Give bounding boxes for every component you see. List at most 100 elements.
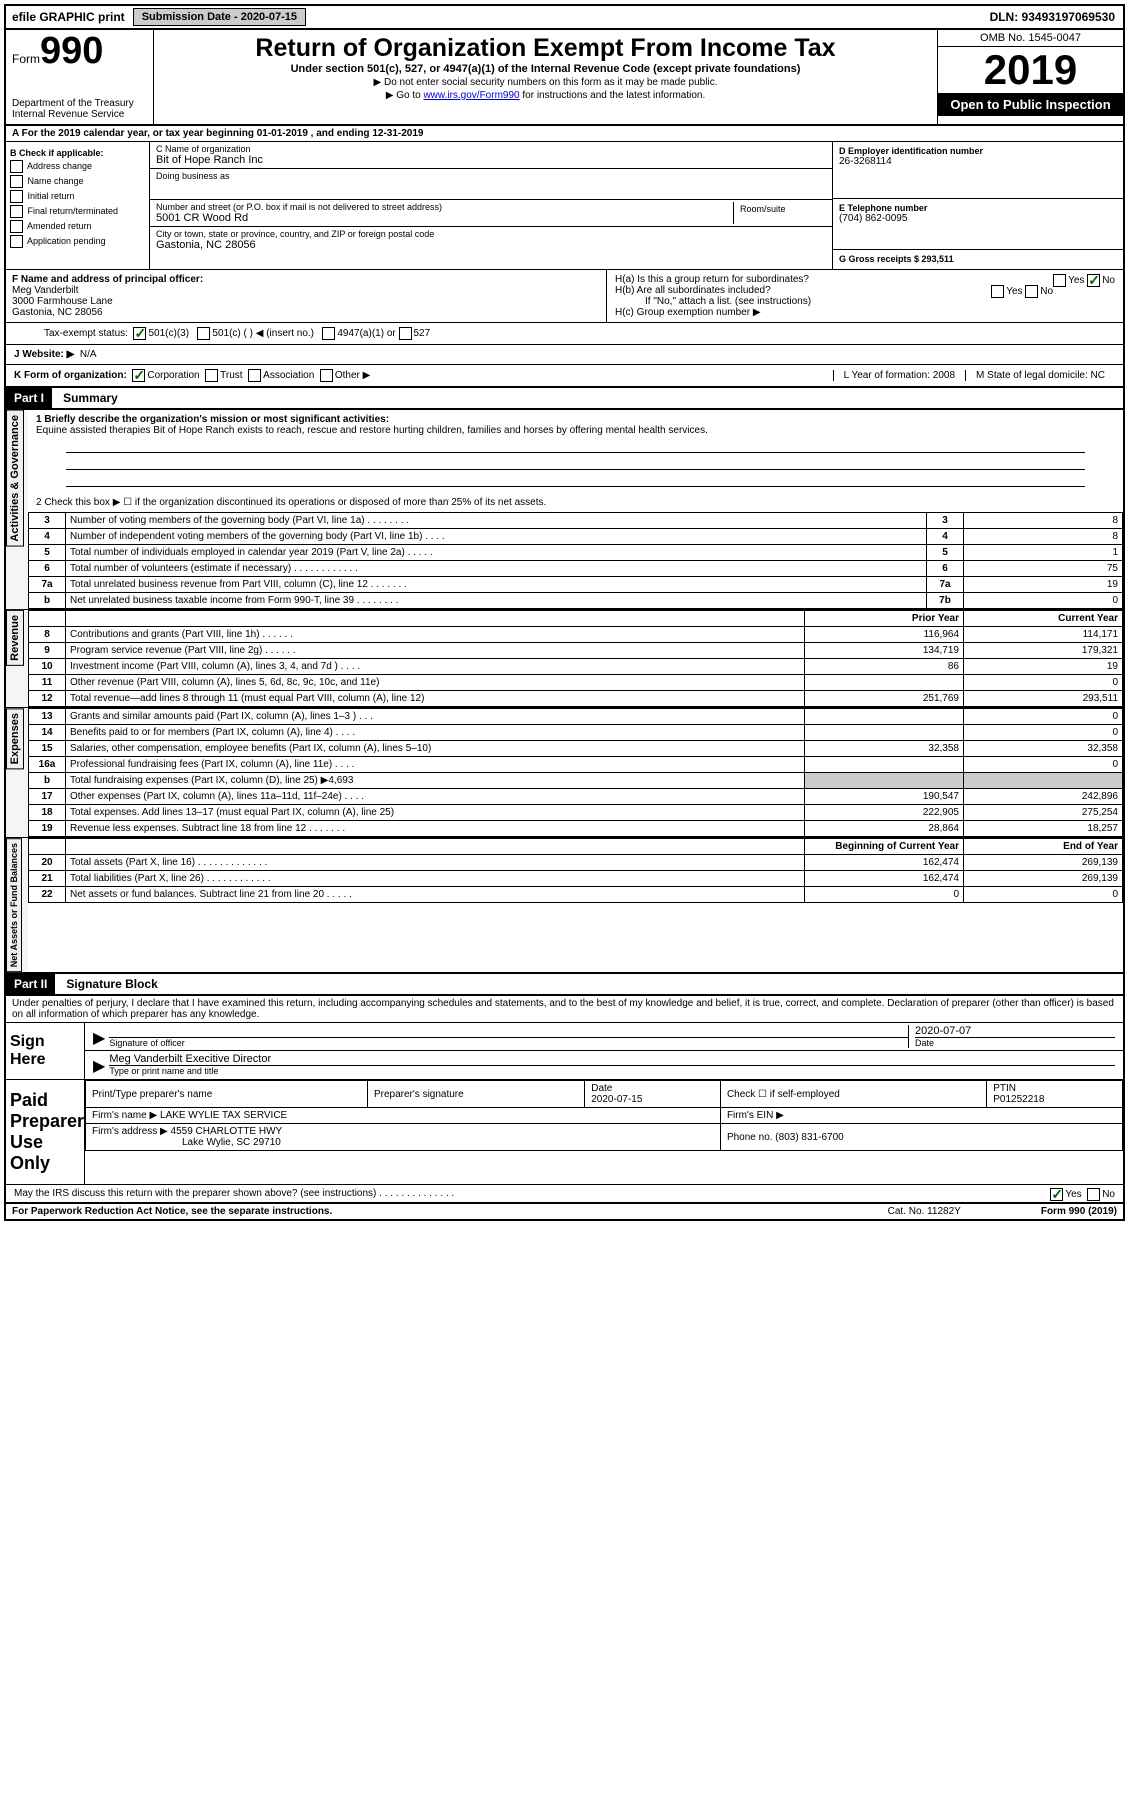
omb-number: OMB No. 1545-0047	[938, 30, 1123, 47]
checkbox-icon[interactable]	[10, 235, 23, 248]
q1-label: 1 Briefly describe the organization's mi…	[36, 414, 389, 425]
sig-officer-line: ▶ Signature of officer 2020-07-07Date	[85, 1023, 1123, 1051]
checkbox-icon[interactable]	[1025, 285, 1038, 298]
h-block: H(a) Is this a group return for subordin…	[606, 270, 1123, 322]
checkbox-icon[interactable]	[322, 327, 335, 340]
gross-label: G Gross receipts $ 293,511	[839, 254, 954, 264]
q2-text: 2 Check this box ▶ ☐ if the organization…	[28, 493, 1123, 512]
officer-name: Meg Vanderbilt	[12, 285, 600, 296]
checkbox-icon[interactable]	[248, 369, 261, 382]
k-label: K Form of organization:	[14, 370, 127, 381]
dept-irs: Internal Revenue Service	[12, 109, 147, 120]
sign-here-row: Sign Here ▶ Signature of officer 2020-07…	[6, 1022, 1123, 1079]
line-21: 21Total liabilities (Part X, line 26) . …	[29, 871, 1123, 887]
note-link: ▶ Go to www.irs.gov/Form990 for instruct…	[162, 90, 929, 101]
prep-row-3: Firm's address ▶ 4559 CHARLOTTE HWYLake …	[86, 1124, 1123, 1151]
line-22: 22Net assets or fund balances. Subtract …	[29, 887, 1123, 903]
form-header: Form990 Department of the Treasury Inter…	[6, 30, 1123, 126]
city-row: City or town, state or province, country…	[150, 227, 832, 253]
f-label: F Name and address of principal officer:	[12, 274, 600, 285]
city-value: Gastonia, NC 28056	[156, 239, 826, 251]
ein-row: D Employer identification number 26-3268…	[833, 142, 1123, 199]
name-title-line: ▶ Meg Vanderbilt Execitive DirectorType …	[85, 1051, 1123, 1078]
top-toolbar: efile GRAPHIC print Submission Date - 20…	[6, 6, 1123, 30]
line-3: 3Number of voting members of the governi…	[29, 513, 1123, 529]
section-activities: Activities & Governance 1 Briefly descri…	[6, 410, 1123, 610]
vlabel-activities: Activities & Governance	[6, 410, 24, 547]
ein-value: 26-3268114	[839, 156, 1117, 167]
checkbox-icon[interactable]	[1087, 1188, 1100, 1201]
officer-addr2: Gastonia, NC 28056	[12, 307, 600, 318]
date-label: Date	[915, 1037, 1115, 1048]
line-9: 9Program service revenue (Part VIII, lin…	[29, 643, 1123, 659]
checkbox-icon[interactable]	[10, 205, 23, 218]
checkbox-icon[interactable]	[10, 160, 23, 173]
year-header: Prior YearCurrent Year	[29, 611, 1123, 627]
underline	[66, 455, 1085, 470]
part2-header: Part II Signature Block	[6, 974, 1123, 996]
prep-ptin: PTINP01252218	[987, 1081, 1123, 1108]
arrow-icon: ▶	[93, 1056, 105, 1076]
opt-final: Final return/terminated	[10, 205, 145, 218]
org-name-row: C Name of organization Bit of Hope Ranch…	[150, 142, 832, 169]
checkbox-icon[interactable]	[132, 369, 145, 382]
form-number: 990	[40, 30, 103, 72]
m-state: M State of legal domicile: NC	[965, 370, 1115, 381]
checkbox-icon[interactable]	[1050, 1188, 1063, 1201]
officer-block: F Name and address of principal officer:…	[6, 270, 606, 322]
checkbox-icon[interactable]	[10, 175, 23, 188]
q1-block: 1 Briefly describe the organization's mi…	[28, 410, 1123, 493]
summary-table-top: 3Number of voting members of the governi…	[28, 512, 1123, 609]
phone-cell: Phone no. (803) 831-6700	[720, 1124, 1122, 1151]
submission-button[interactable]: Submission Date - 2020-07-15	[133, 8, 306, 26]
dba-row: Doing business as	[150, 169, 832, 200]
info-grid: B Check if applicable: Address change Na…	[6, 142, 1123, 270]
line-15: 15Salaries, other compensation, employee…	[29, 741, 1123, 757]
prep-row-2: Firm's name ▶ LAKE WYLIE TAX SERVICE Fir…	[86, 1108, 1123, 1124]
checkbox-icon[interactable]	[205, 369, 218, 382]
section-expenses: Expenses 13Grants and similar amounts pa…	[6, 708, 1123, 838]
type-name-label: Type or print name and title	[109, 1065, 1115, 1076]
underline	[66, 438, 1085, 453]
checkbox-icon[interactable]	[1053, 274, 1066, 287]
k-right: L Year of formation: 2008 M State of leg…	[833, 370, 1115, 381]
inspection-badge: Open to Public Inspection	[938, 93, 1123, 116]
expenses-table: 13Grants and similar amounts paid (Part …	[28, 708, 1123, 837]
line-19: 19Revenue less expenses. Subtract line 1…	[29, 821, 1123, 837]
footer-right: Form 990 (2019)	[1041, 1206, 1117, 1217]
line-14: 14Benefits paid to or for members (Part …	[29, 725, 1123, 741]
address-row: Number and street (or P.O. box if mail i…	[150, 200, 832, 227]
form-word: Form	[12, 52, 40, 66]
part1-tag: Part I	[6, 388, 52, 408]
opt-amended: Amended return	[10, 220, 145, 233]
checkbox-icon[interactable]	[133, 327, 146, 340]
vlabel-net: Net Assets or Fund Balances	[6, 838, 22, 972]
line-16b: bTotal fundraising expenses (Part IX, co…	[29, 773, 1123, 789]
header-mid: Return of Organization Exempt From Incom…	[154, 30, 937, 124]
irs-link[interactable]: www.irs.gov/Form990	[423, 90, 519, 101]
sign-here-label: Sign Here	[6, 1023, 85, 1079]
checkbox-icon[interactable]	[991, 285, 1004, 298]
line-6: 6Total number of volunteers (estimate if…	[29, 561, 1123, 577]
checkbox-icon[interactable]	[10, 190, 23, 203]
checkbox-icon[interactable]	[1087, 274, 1100, 287]
line-18: 18Total expenses. Add lines 13–17 (must …	[29, 805, 1123, 821]
room-label: Room/suite	[734, 202, 826, 224]
footer: For Paperwork Reduction Act Notice, see …	[6, 1202, 1123, 1219]
web-value: N/A	[80, 349, 97, 360]
q1-text: Equine assisted therapies Bit of Hope Ra…	[36, 425, 708, 436]
dept-treasury: Department of the Treasury	[12, 98, 147, 109]
line-5: 5Total number of individuals employed in…	[29, 545, 1123, 561]
form-title: Return of Organization Exempt From Incom…	[162, 34, 929, 63]
checkbox-icon[interactable]	[320, 369, 333, 382]
checkbox-icon[interactable]	[10, 220, 23, 233]
part2-tag: Part II	[6, 974, 55, 994]
checkbox-icon[interactable]	[197, 327, 210, 340]
line-17: 17Other expenses (Part IX, column (A), l…	[29, 789, 1123, 805]
ha-row: H(a) Is this a group return for subordin…	[615, 274, 1115, 285]
tel-row: E Telephone number (704) 862-0095	[833, 199, 1123, 250]
checkbox-icon[interactable]	[399, 327, 412, 340]
l-year: L Year of formation: 2008	[833, 370, 965, 381]
prep-self-emp: Check ☐ if self-employed	[720, 1081, 986, 1108]
note-pre: ▶ Go to	[386, 90, 424, 101]
